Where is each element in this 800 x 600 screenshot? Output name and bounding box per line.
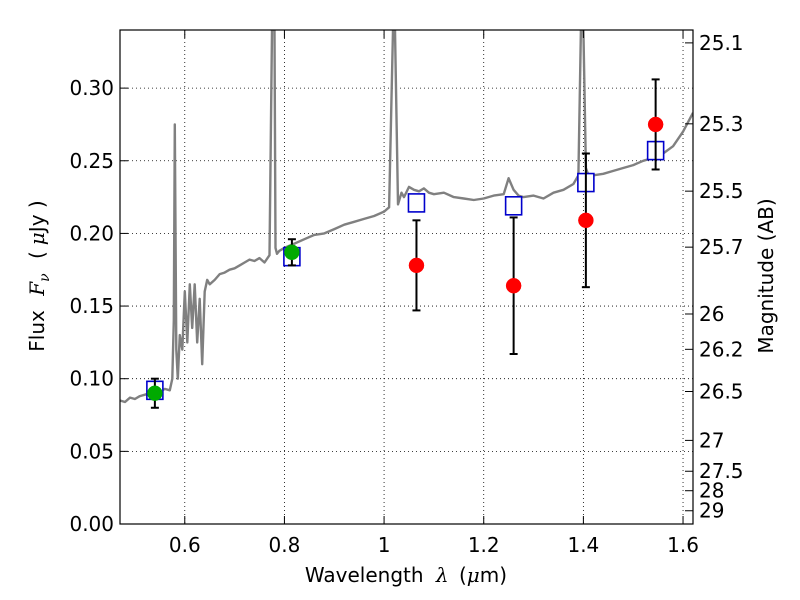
plot-frame xyxy=(119,29,694,525)
y-axis-title-unit-open: ( xyxy=(25,251,49,259)
mag-tick-label: 27.5 xyxy=(699,459,744,483)
observed-point xyxy=(578,212,594,229)
mag-tick-label: 28 xyxy=(699,479,724,503)
x-tick-label: 1 xyxy=(378,533,391,557)
x-axis-title-prefix: Wavelength xyxy=(305,563,424,587)
x-axis-title-unit-mu: μ xyxy=(467,563,480,587)
y-axis-title-symbol: F xyxy=(25,281,49,297)
x-axis-title: Wavelength λ (μm) xyxy=(305,563,507,587)
mag-tick-label: 25.3 xyxy=(699,112,744,136)
mag-tick-label: 29 xyxy=(699,499,724,523)
observed-point xyxy=(147,385,163,401)
x-axis-title-symbol: λ xyxy=(435,563,449,587)
y-axis-title-unit-rest: Jy ) xyxy=(25,200,49,234)
x-tick-label: 1.2 xyxy=(468,533,500,557)
mag-tick-label: 27 xyxy=(699,428,724,452)
observed-point xyxy=(284,244,300,261)
observed-points xyxy=(147,116,664,401)
y-tick-label: 0.25 xyxy=(69,149,114,173)
observed-point xyxy=(408,257,425,274)
model-square-marker xyxy=(407,193,426,213)
y-tick-label: 0.00 xyxy=(69,512,114,536)
x-tick-label: 0.6 xyxy=(169,533,201,557)
mag-tick-label: 25.1 xyxy=(699,31,744,55)
y-axis-title-unit-mu: μ xyxy=(25,232,49,245)
ticks: 0.6 0.8 1 1.2 1.4 1.6 0.00 0.05 0.10 0.15 0.20 0.25… xyxy=(69,30,744,557)
x-axis-title-unit-rest: m) xyxy=(480,563,507,587)
observed-point xyxy=(647,116,664,133)
plot-area xyxy=(120,30,693,404)
y-axis-title: Flux Fν ( μJy ) xyxy=(25,200,54,351)
y-tick-label: 0.30 xyxy=(69,76,114,100)
observed-point xyxy=(505,277,522,294)
y-axis-right-title: Magnitude (AB) xyxy=(754,198,778,353)
spectrum-line xyxy=(120,30,693,404)
model-square-marker xyxy=(504,196,523,216)
y-axis-title-prefix: Flux xyxy=(25,310,49,352)
x-tick-label: 0.8 xyxy=(269,533,301,557)
mag-tick-label: 25.5 xyxy=(699,179,744,203)
y-tick-label: 0.05 xyxy=(69,439,114,463)
mag-tick-label: 25.7 xyxy=(699,235,744,259)
x-tick-label: 1.4 xyxy=(567,533,599,557)
y-tick-label: 0.15 xyxy=(69,294,114,318)
x-axis-title-unit-open: ( xyxy=(459,563,467,587)
y-tick-label: 0.20 xyxy=(69,221,114,245)
mag-tick-label: 26 xyxy=(699,302,724,326)
y-axis-title-subscript: ν xyxy=(37,273,53,282)
y-tick-label: 0.10 xyxy=(69,367,114,391)
x-tick-label: 1.6 xyxy=(667,533,699,557)
mag-tick-label: 26.5 xyxy=(699,379,744,403)
mag-tick-label: 26.2 xyxy=(699,337,744,361)
